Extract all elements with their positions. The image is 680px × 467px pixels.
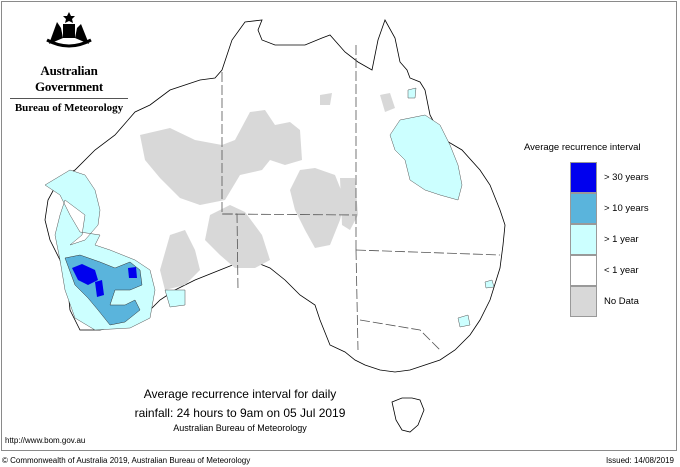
caption-line-2: rainfall: 24 hours to 9am on 05 Jul 2019 <box>134 406 346 420</box>
legend-swatch <box>570 193 597 224</box>
tasmania <box>391 397 425 433</box>
government-title: Australian Government <box>34 63 104 94</box>
australia-rainfall-map <box>44 19 506 433</box>
legend-label: > 1 year <box>604 234 639 245</box>
legend-label: > 10 years <box>604 203 649 214</box>
state-borders <box>221 45 501 351</box>
legend-swatch <box>570 286 597 317</box>
legend-label: > 30 years <box>604 172 649 183</box>
copyright-notice: © Commonwealth of Australia 2019, Austra… <box>2 456 251 465</box>
legend-label: No Data <box>604 296 639 307</box>
legend-swatch <box>570 224 597 255</box>
legend-title: Average recurrence interval <box>524 142 641 153</box>
map-caption: Average recurrence interval for daily ra… <box>100 387 380 433</box>
issued-date: Issued: 14/08/2019 <box>605 456 674 465</box>
recurrence-gt30-regions <box>72 264 137 297</box>
bureau-title: Bureau of Meteorology <box>14 102 124 114</box>
bom-url-link[interactable]: http://www.bom.gov.au <box>5 436 86 445</box>
caption-source: Australian Bureau of Meteorology <box>173 423 307 433</box>
caption-line-1: Average recurrence interval for daily <box>143 387 337 401</box>
government-logo: Australian Government Bureau of Meteorol… <box>8 10 130 114</box>
legend-swatch <box>570 255 597 286</box>
title-divider <box>10 98 128 99</box>
coat-of-arms-icon <box>46 12 92 48</box>
no-data-regions <box>140 93 395 290</box>
legend-label: < 1 year <box>604 265 639 276</box>
legend-swatch <box>570 162 597 193</box>
legend: Average recurrence interval > 30 years >… <box>522 142 672 317</box>
